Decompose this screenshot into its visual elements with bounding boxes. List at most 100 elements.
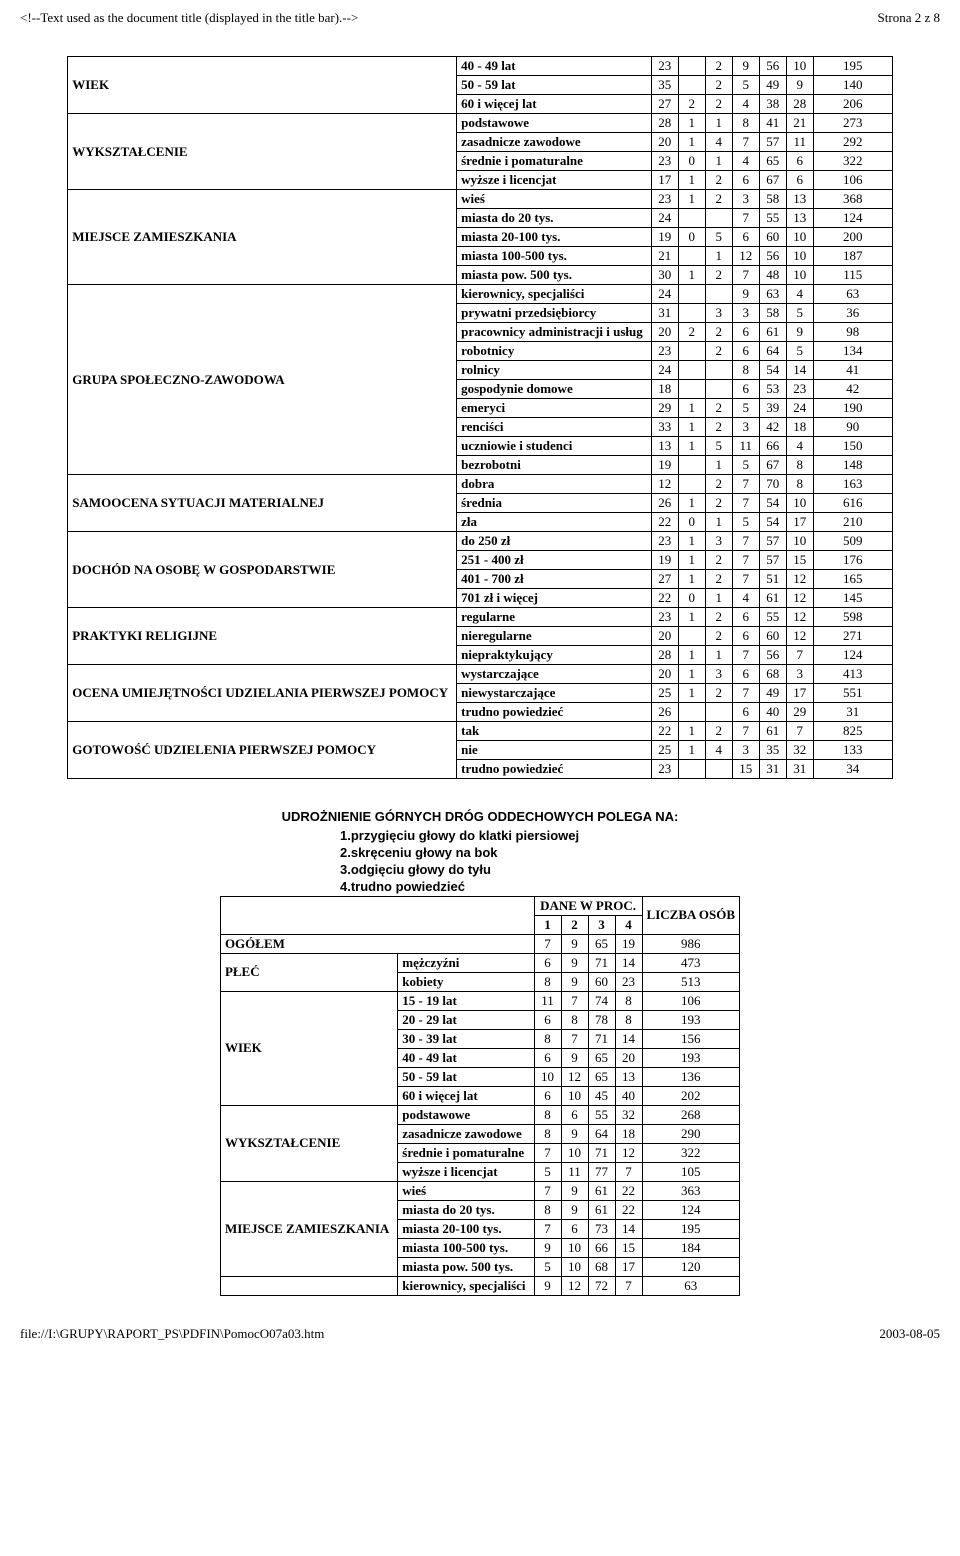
data-cell: 1 (705, 646, 732, 665)
data-cell: 8 (534, 972, 561, 991)
count-cell: 825 (813, 722, 892, 741)
data-cell: 67 (759, 456, 786, 475)
data-cell: 32 (615, 1105, 642, 1124)
count-cell: 206 (813, 95, 892, 114)
row-label: średnie i pomaturalne (398, 1143, 534, 1162)
count-cell: 200 (813, 228, 892, 247)
data-cell: 8 (561, 1010, 588, 1029)
data-cell (705, 361, 732, 380)
data-cell (705, 209, 732, 228)
data-cell: 1 (678, 684, 705, 703)
data-cell: 1 (678, 266, 705, 285)
group-label: WIEK (220, 991, 397, 1105)
data-cell: 13 (786, 209, 813, 228)
data-cell: 9 (561, 1124, 588, 1143)
data-cell: 10 (786, 494, 813, 513)
data-cell: 5 (534, 1162, 561, 1181)
row-label: emeryci (457, 399, 652, 418)
data-table-2: DANE W PROC.LICZBA OSÓB1234OGÓŁEM7965199… (220, 896, 740, 1296)
count-cell: 41 (813, 361, 892, 380)
count-cell: 115 (813, 266, 892, 285)
data-cell: 20 (651, 665, 678, 684)
data-cell: 22 (615, 1200, 642, 1219)
data-cell: 1 (678, 399, 705, 418)
data-cell: 6 (534, 1010, 561, 1029)
data-cell: 11 (561, 1162, 588, 1181)
row-label: 50 - 59 lat (398, 1067, 534, 1086)
data-cell: 1 (678, 133, 705, 152)
data-cell: 6 (732, 608, 759, 627)
data-cell: 71 (588, 1029, 615, 1048)
data-cell: 65 (588, 1067, 615, 1086)
data-cell: 45 (588, 1086, 615, 1105)
header-left-text: <!--Text used as the document title (dis… (20, 10, 358, 26)
table-row: OCENA UMIEJĘTNOŚCI UDZIELANIA PIERWSZEJ … (68, 665, 893, 684)
data-cell: 2 (705, 418, 732, 437)
data-cell: 10 (786, 532, 813, 551)
data-cell: 1 (705, 247, 732, 266)
data-cell: 56 (759, 247, 786, 266)
row-label: 60 i więcej lat (457, 95, 652, 114)
row-label: robotnicy (457, 342, 652, 361)
data-cell: 24 (786, 399, 813, 418)
data-cell: 2 (705, 627, 732, 646)
data-cell: 49 (759, 76, 786, 95)
group-label (220, 1276, 397, 1295)
row-label: trudno powiedzieć (457, 760, 652, 779)
data-cell: 10 (786, 247, 813, 266)
data-cell: 2 (705, 475, 732, 494)
data-cell: 7 (561, 991, 588, 1010)
data-cell: 11 (786, 133, 813, 152)
count-cell: 551 (813, 684, 892, 703)
data-cell: 8 (786, 456, 813, 475)
data-cell: 1 (678, 570, 705, 589)
option-line: 2.skręceniu głowy na bok (340, 845, 940, 862)
page-footer: file://I:\GRUPY\RAPORT_PS\PDFIN\PomocO07… (20, 1326, 940, 1342)
count-cell: 148 (813, 456, 892, 475)
row-label: 401 - 700 zł (457, 570, 652, 589)
row-label: miasta 20-100 tys. (457, 228, 652, 247)
header-col-num: 3 (588, 915, 615, 934)
data-cell: 22 (651, 589, 678, 608)
data-cell: 1 (678, 646, 705, 665)
data-cell: 14 (786, 361, 813, 380)
data-cell: 4 (705, 133, 732, 152)
group-label: MIEJSCE ZAMIESZKANIA (68, 190, 457, 285)
row-label: niepraktykujący (457, 646, 652, 665)
data-cell: 60 (759, 228, 786, 247)
count-cell: 513 (642, 972, 740, 991)
data-cell: 7 (786, 646, 813, 665)
data-cell: 32 (786, 741, 813, 760)
group-label: GRUPA SPOŁECZNO-ZAWODOWA (68, 285, 457, 475)
data-cell: 20 (615, 1048, 642, 1067)
data-cell: 9 (561, 934, 588, 953)
data-cell: 0 (678, 589, 705, 608)
data-cell: 3 (732, 741, 759, 760)
row-label: 701 zł i więcej (457, 589, 652, 608)
data-cell: 11 (534, 991, 561, 1010)
data-cell: 5 (732, 399, 759, 418)
data-cell: 12 (732, 247, 759, 266)
count-cell: 63 (642, 1276, 740, 1295)
data-cell: 1 (678, 551, 705, 570)
data-cell: 8 (615, 991, 642, 1010)
data-cell: 7 (534, 1219, 561, 1238)
data-cell: 7 (732, 722, 759, 741)
data-cell: 7 (561, 1029, 588, 1048)
data-cell: 18 (615, 1124, 642, 1143)
data-cell: 18 (786, 418, 813, 437)
data-cell: 28 (651, 114, 678, 133)
data-cell: 21 (786, 114, 813, 133)
group-label: PRAKTYKI RELIGIJNE (68, 608, 457, 665)
data-cell: 2 (705, 190, 732, 209)
data-cell: 7 (732, 551, 759, 570)
data-cell: 2 (705, 57, 732, 76)
count-cell: 193 (642, 1048, 740, 1067)
data-cell: 23 (651, 342, 678, 361)
option-line: 3.odgięciu głowy do tyłu (340, 862, 940, 879)
data-cell: 9 (534, 1276, 561, 1295)
data-cell: 7 (786, 722, 813, 741)
count-cell: 140 (813, 76, 892, 95)
count-cell: 124 (813, 646, 892, 665)
data-cell: 70 (759, 475, 786, 494)
